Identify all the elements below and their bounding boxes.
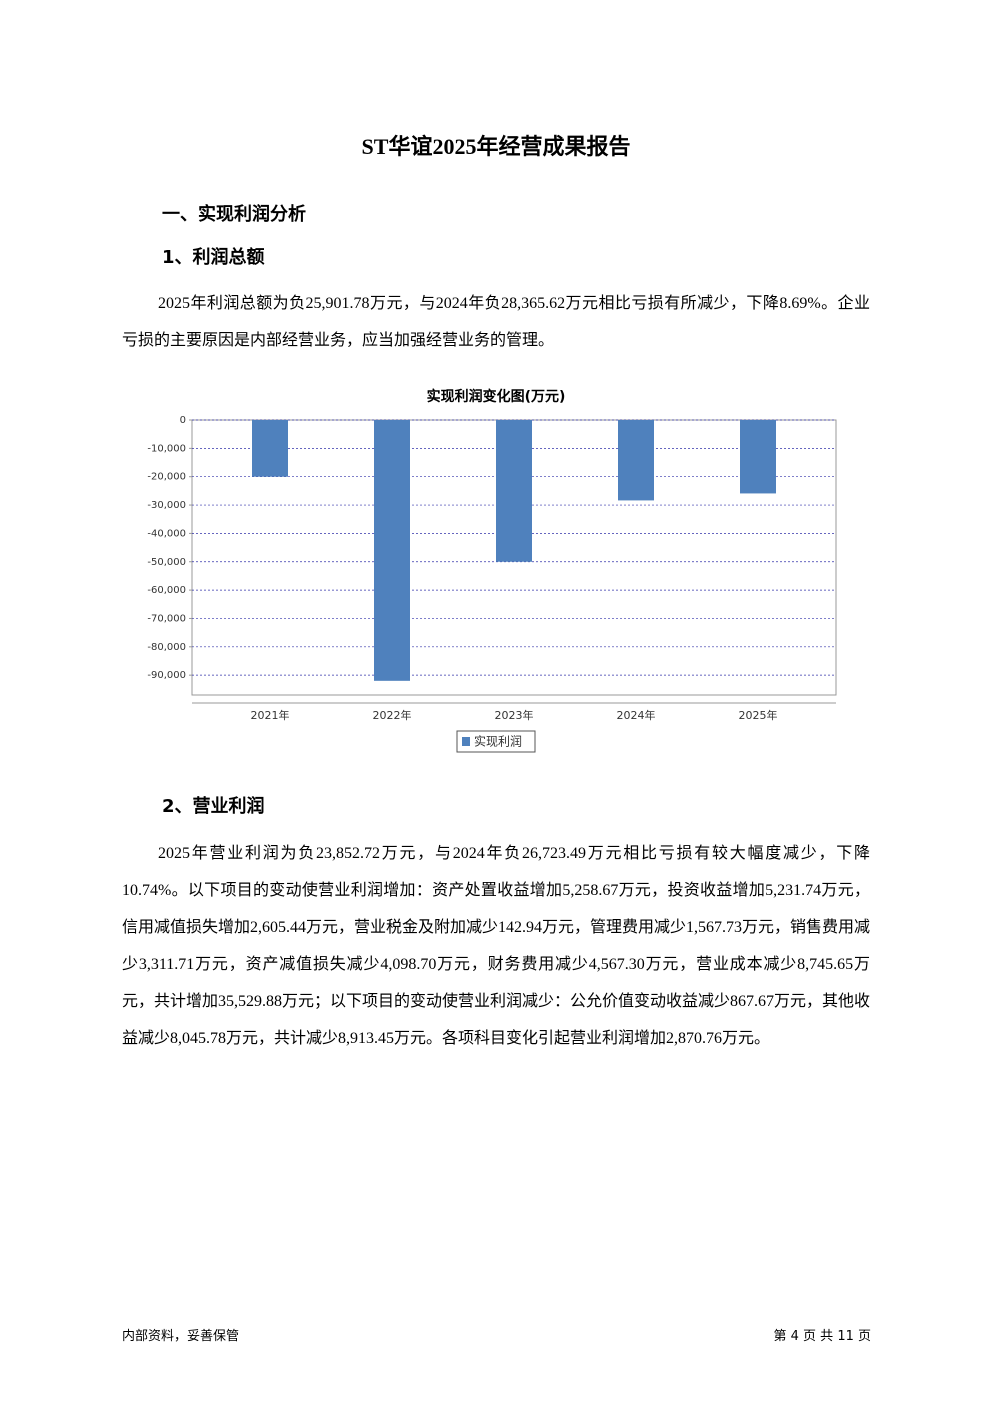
x-tick-label: 2021年 bbox=[251, 708, 290, 722]
x-tick-label: 2023年 bbox=[495, 708, 534, 722]
x-tick-label: 2024年 bbox=[617, 708, 656, 722]
legend-label: 实现利润 bbox=[474, 734, 522, 749]
footer-right: 第 4 页 共 11 页 bbox=[773, 1329, 871, 1344]
legend-swatch bbox=[462, 737, 470, 746]
bar bbox=[374, 420, 410, 681]
y-tick-label: -80,000 bbox=[147, 642, 186, 653]
y-tick-label: -60,000 bbox=[147, 585, 186, 596]
y-tick-label: -70,000 bbox=[147, 613, 186, 624]
x-tick-label: 2022年 bbox=[373, 708, 412, 722]
bar bbox=[252, 420, 288, 477]
section-heading: 一、实现利润分析 bbox=[162, 204, 306, 225]
sub-heading: 1、利润总额 bbox=[162, 247, 265, 268]
y-tick-label: -50,000 bbox=[147, 557, 186, 568]
y-tick-label: 0 bbox=[180, 415, 186, 426]
bar bbox=[618, 420, 654, 501]
chart-title: 实现利润变化图(万元) bbox=[427, 388, 566, 405]
chart: 实现利润变化图(万元) 0 -10,000 -20,000 -30,000 -40,00… bbox=[147, 388, 837, 753]
y-tick-label: -40,000 bbox=[147, 528, 186, 539]
doc-title: ST华谊2025年经营成果报告 bbox=[361, 134, 631, 159]
y-tick-label: -90,000 bbox=[147, 670, 186, 681]
x-tick-label: 2025年 bbox=[739, 708, 778, 722]
y-tick-label: -30,000 bbox=[147, 500, 186, 511]
sub-heading: 2、营业利润 bbox=[162, 796, 265, 817]
legend-box bbox=[456, 730, 536, 753]
y-tick-label: -20,000 bbox=[147, 472, 186, 483]
bar bbox=[740, 420, 776, 494]
y-tick-label: -10,000 bbox=[147, 443, 186, 454]
paragraph: 2025年利润总额为负25,901.78万元，与2024年负28,365.62万… bbox=[122, 295, 870, 349]
footer-left: 内部资料，妥善保管 bbox=[122, 1329, 240, 1344]
paragraph: 2025年营业利润为负23,852.72万元，与2024年负26,723.49万… bbox=[122, 845, 871, 1047]
bar bbox=[496, 420, 532, 562]
